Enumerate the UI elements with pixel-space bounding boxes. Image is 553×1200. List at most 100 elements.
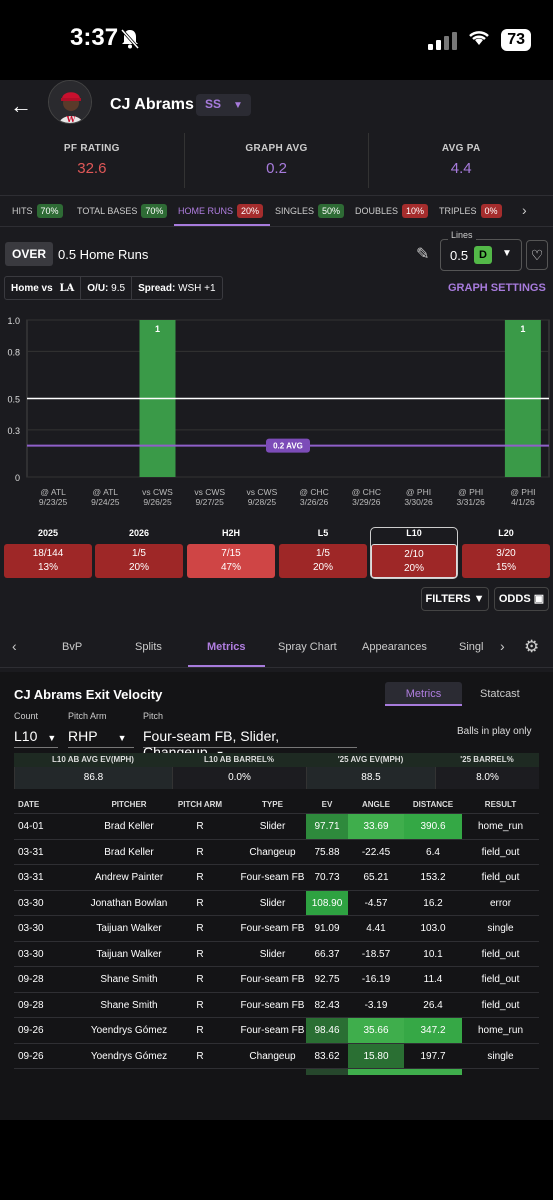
cell: Brad Keller [104, 821, 154, 832]
count-select[interactable]: L10 ▼ [14, 728, 58, 748]
tab-statcast[interactable]: Statcast [480, 688, 520, 700]
chevron-right-icon[interactable]: › [522, 202, 527, 218]
cell: 6.4 [426, 846, 440, 858]
summary-label: L10 [406, 528, 422, 538]
tab-metrics[interactable]: Metrics [385, 682, 462, 706]
cell: Jonathan Bowlan [90, 897, 168, 909]
pitch-select[interactable]: Four-seam FB, Slider, Changeup▼ [143, 728, 357, 760]
summary-box: 7/15 47% [187, 544, 275, 578]
chevron-right-icon[interactable]: › [498, 638, 505, 654]
summary-box: 3/20 15% [462, 544, 550, 578]
summary-count: 18/144 [32, 548, 64, 559]
svg-text:W: W [66, 114, 77, 124]
cell: 103.0 [420, 923, 446, 934]
cell: 10.1 [423, 948, 443, 960]
tab-triples[interactable]: TRIPLES 0% [439, 204, 502, 218]
summary-header: '25 BARREL% [460, 755, 514, 764]
stats-row: PF RATING 32.6 GRAPH AVG 0.2 AVG PA 4.4 [0, 133, 553, 188]
tab-total-bases[interactable]: TOTAL BASES 70% [77, 204, 168, 218]
summary-header: L10 AB AVG EV(MPH) [52, 755, 134, 764]
odds-button[interactable]: ODDS ▣ [494, 587, 549, 611]
tab-label: SINGLES [275, 206, 315, 216]
tab-home-runs[interactable]: HOME RUNS 20% [178, 204, 264, 218]
cell: 92.75 [314, 974, 340, 985]
cell: 98.46 [306, 1018, 348, 1043]
cell: single [487, 923, 514, 934]
prop-line-text: 0.5 Home Runs [58, 247, 149, 262]
caret-down-icon: ▼ [47, 733, 57, 743]
tab-singl[interactable]: Singl [459, 641, 484, 653]
column-header: DATE [18, 800, 40, 809]
summary-2025[interactable]: 2025 18/144 13% [4, 528, 92, 578]
lines-select[interactable] [440, 239, 522, 271]
summary-box: 1/5 20% [279, 544, 367, 578]
cell: field_out [481, 948, 520, 960]
chevron-left-icon[interactable]: ‹ [12, 638, 17, 654]
cell: 33.69 [348, 814, 404, 839]
cell: 197.7 [420, 1050, 446, 1062]
stat-value: 32.6 [77, 160, 107, 177]
cell: -4.57 [364, 897, 388, 909]
cell: -22.45 [361, 846, 391, 858]
stat-value: 0.2 [266, 160, 287, 177]
position-dropdown[interactable]: SS ▼ [196, 94, 251, 116]
column-header: RESULT [484, 800, 517, 809]
table-row: 03-30 Jonathan Bowlan R Slider 108.90 -4.57 16… [14, 889, 539, 916]
filters-button[interactable]: FILTERS ▼ [421, 587, 489, 611]
summary-value: 8.0% [435, 767, 539, 789]
exit-velocity-section [0, 672, 553, 1120]
tab-appearances[interactable]: Appearances [362, 641, 427, 653]
summary-l20[interactable]: L20 3/20 15% [462, 528, 550, 578]
table-row: 03-31 Brad Keller R Changeup 75.88 -22.45 6.4 f… [14, 838, 539, 865]
over-under-button[interactable]: OVER [5, 242, 53, 266]
heart-icon[interactable]: ♡ [526, 240, 548, 270]
cell: Four-seam FB [240, 999, 305, 1011]
column-header: TYPE [262, 800, 283, 809]
caret-down-icon[interactable]: ▼ [502, 248, 512, 259]
tab-singles[interactable]: SINGLES 50% [275, 204, 345, 218]
cell: 97.71 [306, 814, 348, 839]
back-arrow-icon[interactable]: ← [10, 93, 32, 118]
tab-splits[interactable]: Splits [135, 641, 162, 653]
summary-h2h[interactable]: H2H 7/15 47% [187, 528, 275, 578]
summary-2026[interactable]: 2026 1/5 20% [95, 528, 183, 578]
tab-pct-badge: 50% [318, 204, 345, 218]
tab-metrics[interactable]: Metrics [207, 641, 246, 653]
stat-0: PF RATING 32.6 [0, 133, 185, 188]
pitch-label: Pitch [143, 711, 164, 721]
cell: Four-seam FB [240, 872, 305, 883]
gear-icon[interactable]: ⚙ [524, 637, 540, 656]
x-tick-date: 4/1/26 [511, 497, 535, 507]
position-label: SS [205, 97, 222, 111]
summary-pct: 15% [495, 562, 516, 573]
home-info: Home vs LA [5, 277, 82, 299]
summary-header: L10 AB BARREL% [204, 755, 274, 764]
tab-doubles[interactable]: DOUBLES 10% [355, 204, 429, 218]
summary-l10[interactable]: L10 2/10 20% [370, 527, 458, 579]
x-tick-label: @ CHC [352, 487, 381, 497]
summary-label: 2025 [37, 528, 59, 538]
pitch-arm-label: Pitch Arm [68, 711, 107, 721]
x-tick-date: 9/27/25 [196, 497, 225, 507]
line-value: 0.5 [450, 248, 469, 263]
cell: 04-01 [18, 821, 44, 832]
tab-hits[interactable]: HITS 70% [12, 204, 63, 218]
pitch-arm-value: RHP [68, 728, 98, 744]
tab-bvp[interactable]: BvP [62, 641, 83, 653]
cell: 153.2 [420, 872, 446, 883]
summary-label: H2H [221, 528, 240, 538]
cell: 15.80 [348, 1043, 404, 1069]
pencil-edit-icon[interactable]: ✎ [416, 246, 430, 263]
pitch-arm-select[interactable]: RHP ▼ [68, 728, 134, 748]
graph-settings-link[interactable]: GRAPH SETTINGS [448, 282, 546, 294]
cell: home_run [477, 1025, 524, 1036]
active-tab-underline [174, 224, 270, 226]
summary-count: 1/5 [132, 548, 146, 559]
table-row: 03-30 Taijuan Walker R Slider 66.37 -18.57 10.… [14, 940, 539, 967]
x-tick-label: @ ATL [40, 487, 66, 497]
summary-pct: 13% [37, 562, 58, 573]
summary-l5[interactable]: L5 1/5 20% [279, 528, 367, 578]
tab-spray-chart[interactable]: Spray Chart [278, 641, 337, 653]
game-info: Home vs LA O/U: 9.5 Spread: WSH +1 [4, 276, 223, 300]
spread-label: Spread: [138, 283, 176, 294]
